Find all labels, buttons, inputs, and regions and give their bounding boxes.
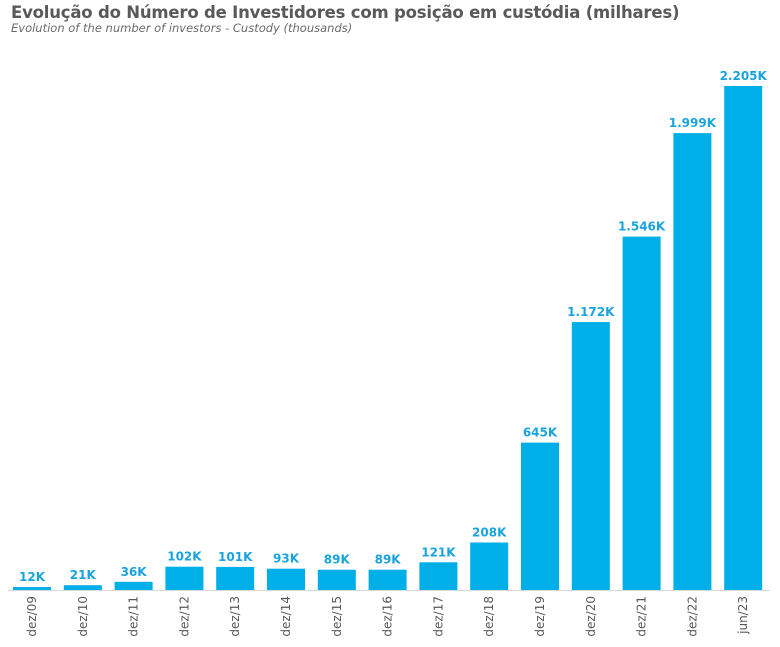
x-tick-label: dez/21	[635, 596, 649, 637]
data-label: 21K	[70, 568, 97, 582]
chart-subtitle: Evolution of the number of investors - C…	[11, 21, 353, 35]
data-label: 121K	[421, 545, 456, 559]
x-tick-label: dez/22	[685, 596, 699, 637]
data-label: 102K	[167, 550, 202, 564]
data-label: 101K	[218, 550, 253, 564]
bar-dez-13	[216, 566, 255, 590]
x-tick-label: dez/20	[584, 596, 598, 637]
x-tick-label: dez/09	[25, 596, 39, 637]
data-label: 36K	[121, 565, 148, 579]
data-label: 93K	[273, 552, 300, 566]
bar-dez-19	[521, 442, 559, 590]
x-tick-label: dez/12	[177, 596, 191, 637]
chart-title: Evolução do Número de Investidores com p…	[11, 3, 680, 22]
bar-dez-09	[13, 587, 51, 590]
x-tick-label: dez/19	[533, 596, 547, 637]
bar-dez-22	[673, 133, 712, 590]
bar-dez-20	[571, 322, 610, 590]
bar-dez-18	[470, 542, 509, 590]
data-label: 1.172K	[567, 305, 615, 319]
bar-jun-23	[724, 86, 763, 590]
bar-dez-12	[165, 566, 204, 590]
bar-dez-15	[317, 569, 356, 590]
bar-dez-16	[368, 569, 407, 590]
x-tick-label: dez/10	[76, 596, 90, 637]
x-tick-label: dez/16	[381, 596, 395, 637]
data-label: 89K	[324, 553, 351, 567]
x-tick-label: dez/11	[127, 596, 141, 637]
bar-dez-10	[63, 585, 102, 590]
x-tick-label: dez/18	[482, 596, 496, 637]
data-label: 1.999K	[669, 116, 717, 130]
data-label: 2.205K	[720, 69, 768, 83]
x-tick-label: dez/14	[279, 596, 293, 637]
bar-dez-14	[267, 568, 305, 590]
bar-dez-21	[622, 236, 661, 590]
bar-dez-11	[114, 581, 153, 590]
data-label: 1.546K	[618, 220, 666, 234]
x-tick-label: jun/23	[736, 596, 750, 635]
data-label: 208K	[472, 526, 507, 540]
bar-dez-17	[419, 562, 458, 590]
x-tick-label: dez/17	[431, 596, 445, 637]
data-label: 89K	[375, 553, 402, 567]
data-label: 12K	[19, 570, 46, 584]
x-tick-label: dez/13	[228, 596, 242, 637]
x-tick-label: dez/15	[330, 596, 344, 637]
data-label: 645K	[523, 426, 558, 440]
